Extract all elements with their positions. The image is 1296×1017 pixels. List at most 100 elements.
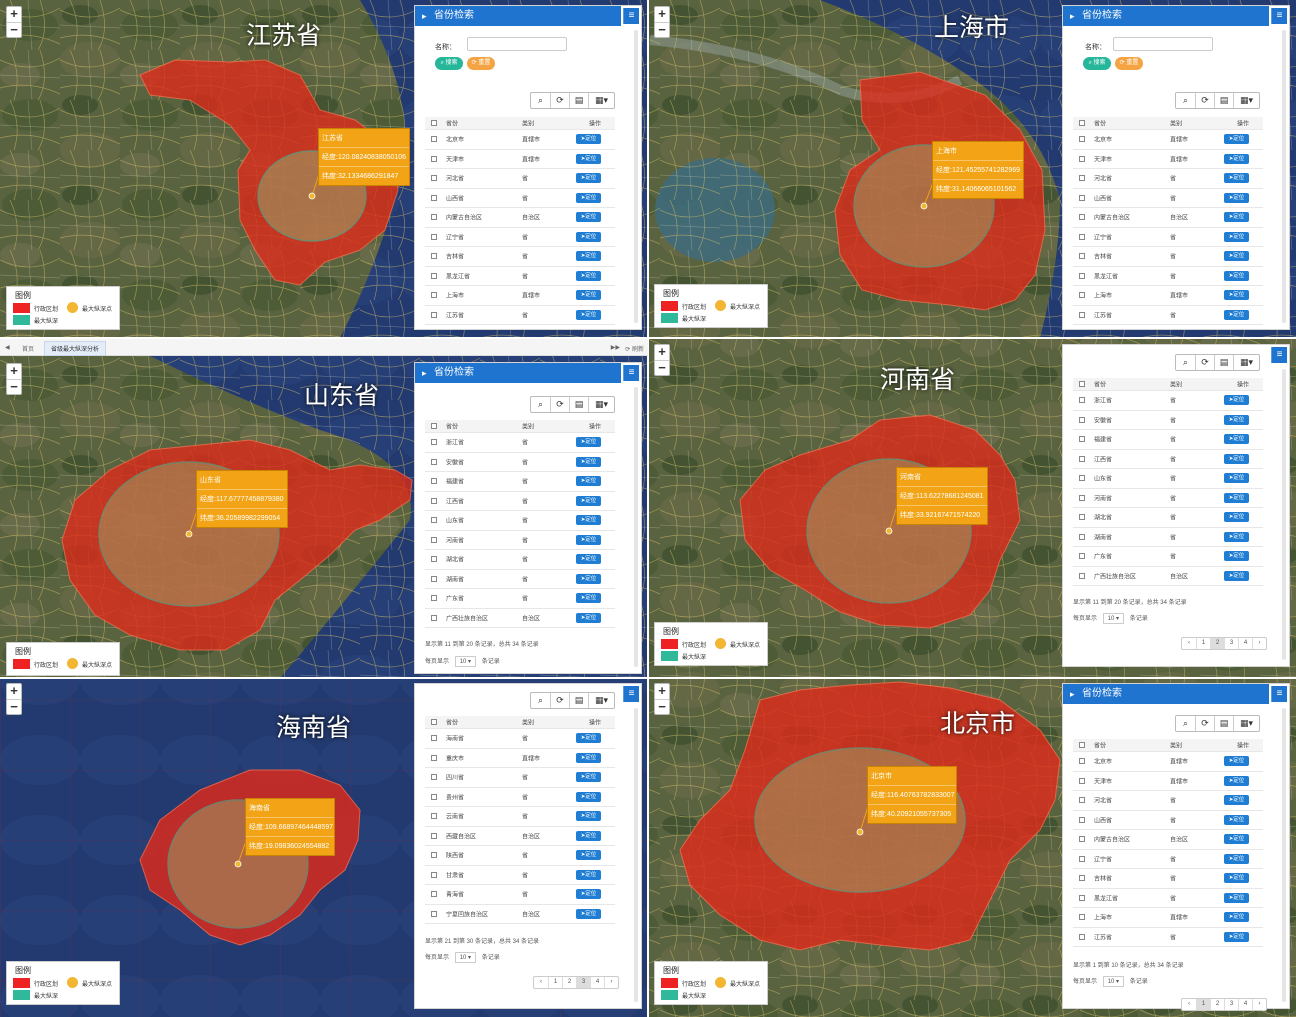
row-checkbox[interactable] [431,194,437,201]
page-size-select[interactable]: 10 ▾ [1102,976,1125,987]
row-checkbox[interactable] [1079,233,1085,240]
zoom-in-button[interactable]: + [658,683,666,698]
row-checkbox[interactable] [431,458,437,465]
columns-icon[interactable]: ▦▾ [1233,716,1259,731]
name-input[interactable] [467,37,567,51]
locate-button[interactable]: ➤定位 [1224,873,1249,884]
table-row[interactable]: 青海省 省 ➤定位 [425,885,615,905]
table-row[interactable]: 天津市 直辖市 ➤定位 [1073,772,1263,791]
column-header-category[interactable]: 类别 [1170,121,1183,128]
columns-icon[interactable]: ▦▾ [1233,93,1259,108]
table-row[interactable]: 福建省 省 ➤定位 [1073,430,1263,450]
page-button[interactable]: ‹ [1188,640,1190,646]
table-row[interactable]: 山西省 省 ➤定位 [425,189,615,208]
locate-button[interactable]: ➤定位 [576,772,601,783]
row-checkbox[interactable] [431,754,437,761]
reset-button[interactable]: ⟳ 重置 [1115,57,1143,70]
menu-icon[interactable]: ≡ [1271,347,1287,363]
table-row[interactable]: 湖北省 省 ➤定位 [1073,508,1263,528]
table-row[interactable]: 黑龙江省 省 ➤定位 [425,267,615,286]
table-row[interactable]: 广东省 省 ➤定位 [425,589,615,609]
table-row[interactable]: 广西壮族自治区 自治区 ➤定位 [1073,567,1263,586]
row-checkbox[interactable] [1079,836,1085,843]
row-checkbox[interactable] [431,292,437,299]
menu-icon[interactable]: ≡ [623,8,639,24]
locate-button[interactable]: ➤定位 [1224,434,1249,445]
search-icon[interactable]: ⌕ [537,95,544,105]
page-button[interactable]: 3 [576,977,590,988]
table-row[interactable]: 上海市 直辖市 ➤定位 [1073,908,1263,928]
page-button[interactable]: 2 [1210,638,1224,649]
table-row[interactable]: 河北省 省 ➤定位 [425,169,615,189]
locate-button[interactable]: ➤定位 [1224,892,1249,903]
row-checkbox[interactable] [431,517,437,524]
table-row[interactable]: 山西省 省 ➤定位 [1073,189,1263,208]
row-checkbox[interactable] [431,595,437,602]
scrollbar[interactable] [634,708,638,1002]
table-row[interactable]: 内蒙古自治区 自治区 ➤定位 [1073,208,1263,228]
row-checkbox[interactable] [1079,553,1085,560]
search-icon[interactable]: ⌕ [537,695,544,705]
row-checkbox[interactable] [1079,933,1085,940]
tab-next-icon[interactable]: ▶▶ [610,345,620,351]
locate-button[interactable]: ➤定位 [576,309,601,320]
table-row[interactable]: 江苏省 省 ➤定位 [1073,928,1263,947]
table-row[interactable]: 广西壮族自治区 自治区 ➤定位 [425,609,615,628]
toggle-view-icon[interactable]: ▤ [1214,355,1233,370]
locate-button[interactable]: ➤定位 [576,173,601,184]
locate-button[interactable]: ➤定位 [1224,512,1249,523]
table-row[interactable]: 广东省 省 ➤定位 [1073,547,1263,567]
row-checkbox[interactable] [1079,272,1085,279]
row-checkbox[interactable] [431,155,437,162]
reset-button[interactable]: ⟳ 重置 [467,57,495,70]
panel-header[interactable]: 省份检索 [415,363,621,383]
locate-button[interactable]: ➤定位 [1224,814,1249,825]
tab-active[interactable]: 省级最大纵深分析 [44,341,107,356]
name-input[interactable] [1113,37,1213,51]
zoom-out-button[interactable]: − [655,699,669,714]
locate-button[interactable]: ➤定位 [1224,853,1249,864]
column-header-province[interactable]: 省份 [1094,382,1107,389]
page-button[interactable]: › [1252,638,1266,649]
table-row[interactable]: 北京市 直辖市 ➤定位 [1073,752,1263,772]
scrollbar[interactable] [634,387,638,667]
table-row[interactable]: 河北省 省 ➤定位 [1073,169,1263,189]
page-button[interactable]: 1 [548,977,562,988]
menu-icon[interactable]: ≡ [1271,686,1287,702]
locate-button[interactable]: ➤定位 [576,733,601,744]
locate-button[interactable]: ➤定位 [1224,531,1249,542]
table-row[interactable]: 内蒙古自治区 自治区 ➤定位 [425,208,615,228]
locate-button[interactable]: ➤定位 [576,850,601,861]
table-row[interactable]: 天津市 直辖市 ➤定位 [425,150,615,169]
table-row[interactable]: 江西省 省 ➤定位 [425,492,615,511]
zoom-in-button[interactable]: + [10,683,18,698]
row-checkbox[interactable] [431,910,437,917]
columns-icon[interactable]: ▦▾ [588,397,614,412]
table-row[interactable]: 北京市 直辖市 ➤定位 [1073,130,1263,150]
page-button[interactable]: › [604,977,618,988]
locate-button[interactable]: ➤定位 [576,830,601,841]
zoom-out-button[interactable]: − [7,22,21,37]
scrollbar[interactable] [1282,708,1286,1002]
row-checkbox[interactable] [431,497,437,504]
page-button[interactable]: 2 [1210,999,1224,1010]
table-row[interactable]: 辽宁省 省 ➤定位 [425,228,615,247]
column-header-category[interactable]: 类别 [522,424,535,431]
column-header-category[interactable]: 类别 [1170,382,1183,389]
table-row[interactable]: 山东省 省 ➤定位 [1073,469,1263,489]
row-checkbox[interactable] [1079,311,1085,318]
locate-button[interactable]: ➤定位 [576,270,601,281]
table-row[interactable]: 海南省 省 ➤定位 [425,729,615,749]
table-row[interactable]: 上海市 直辖市 ➤定位 [425,286,615,306]
table-row[interactable]: 浙江省 省 ➤定位 [1073,391,1263,411]
locate-button[interactable]: ➤定位 [1224,775,1249,786]
locate-button[interactable]: ➤定位 [576,534,601,545]
row-checkbox[interactable] [1079,175,1085,182]
row-checkbox[interactable] [1079,894,1085,901]
page-button[interactable]: ‹ [1188,1001,1190,1007]
locate-button[interactable]: ➤定位 [1224,212,1249,223]
row-checkbox[interactable] [1079,494,1085,501]
row-checkbox[interactable] [1079,397,1085,404]
refresh-icon[interactable]: ⟳ [1195,355,1214,370]
select-all-checkbox[interactable] [431,423,437,429]
